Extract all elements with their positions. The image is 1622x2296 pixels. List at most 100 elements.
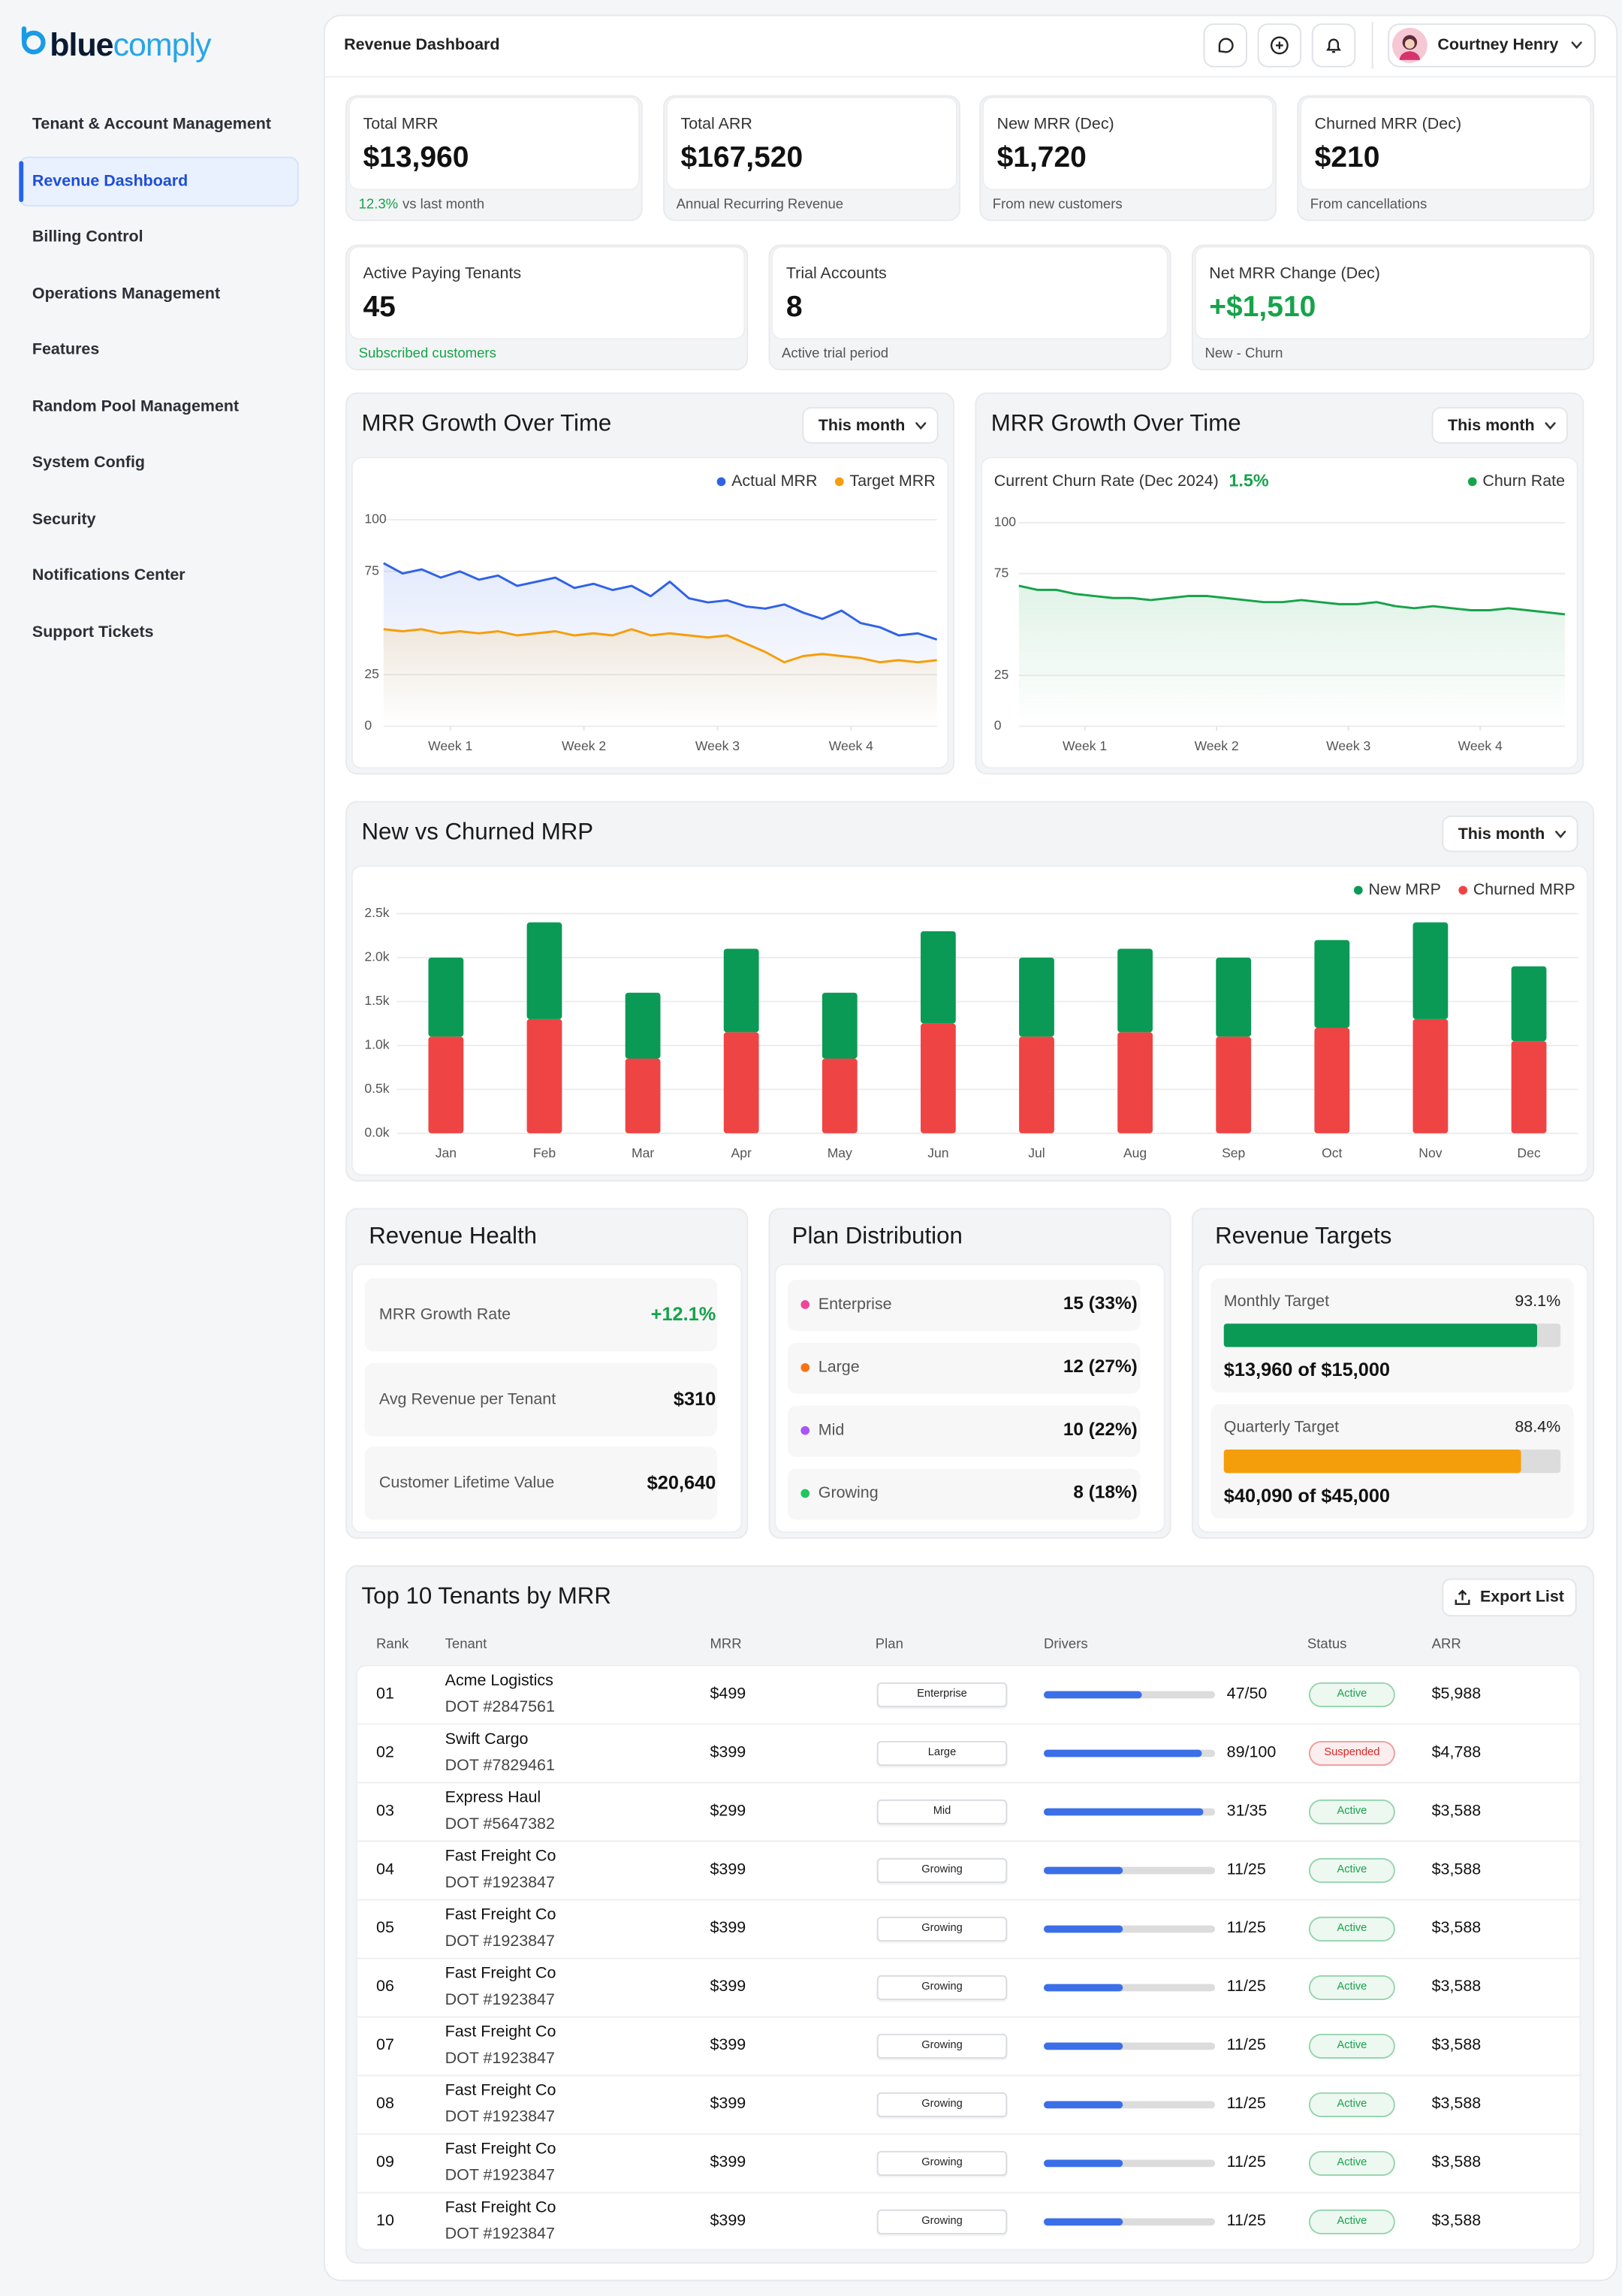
nav-item[interactable]: Random Pool Management xyxy=(32,397,240,415)
drivers-fill xyxy=(1043,1807,1204,1815)
bar-segment xyxy=(625,1058,661,1133)
chart-subtitle: Current Churn Rate (Dec 2024) xyxy=(994,472,1219,490)
avatar-face xyxy=(1404,39,1415,49)
nav-item[interactable]: Tenant & Account Management xyxy=(32,115,272,134)
target-percent: 88.4% xyxy=(1515,1418,1561,1437)
header-icon-button[interactable] xyxy=(1203,23,1247,68)
status-label: Active xyxy=(1337,1686,1367,1700)
plan-badge-label: Growing xyxy=(921,2038,963,2052)
bar-segment xyxy=(1019,1036,1054,1133)
y-tick-label: 0 xyxy=(364,718,372,733)
drivers-count: 31/35 xyxy=(1226,1802,1268,1821)
legend-dot xyxy=(716,477,726,487)
bar-segment xyxy=(1117,949,1153,1033)
filter-dropdown[interactable] xyxy=(1442,815,1578,852)
plan-badge xyxy=(876,1974,1008,2000)
x-tick-label: Aug xyxy=(1123,1145,1147,1160)
arr: $3,588 xyxy=(1431,2036,1482,2055)
bar-segment xyxy=(1019,957,1054,1037)
plan-badge xyxy=(876,2091,1008,2117)
arr: $3,588 xyxy=(1431,2153,1482,2172)
nav-item[interactable]: System Config xyxy=(32,454,146,472)
plan-badge xyxy=(876,1915,1008,1941)
drivers-fill xyxy=(1043,2041,1123,2050)
tenant-name: Fast Freight Co xyxy=(445,2141,556,2159)
tenant-name: Express Haul xyxy=(445,1789,541,1807)
plan-badge xyxy=(876,1798,1008,1824)
nav-item[interactable]: Operations Management xyxy=(32,285,221,303)
rank: 01 xyxy=(376,1685,394,1703)
y-tick-label: 75 xyxy=(994,565,1009,580)
drivers-count: 11/25 xyxy=(1226,2153,1266,2172)
chart-title: MRR Growth Over Time xyxy=(361,412,612,437)
arr: $3,588 xyxy=(1431,1919,1482,1938)
nav-item[interactable]: Security xyxy=(32,510,96,528)
tenant-name: Fast Freight Co xyxy=(445,1848,556,1866)
bar-segment xyxy=(1216,1036,1252,1133)
header-divider xyxy=(324,76,1617,78)
nav-item[interactable]: Features xyxy=(32,341,100,359)
nav-item[interactable]: Support Tickets xyxy=(32,623,154,641)
x-tick-label: May xyxy=(828,1145,852,1160)
arr: $3,588 xyxy=(1431,2212,1482,2230)
plan-value: 10 (22%) xyxy=(1063,1419,1138,1440)
plan-badge-label: Growing xyxy=(921,1979,963,1993)
metric-row xyxy=(364,1447,718,1520)
x-tick-label: Week 4 xyxy=(829,738,873,753)
bar-segment xyxy=(1511,966,1547,1042)
plan-dot xyxy=(800,1300,810,1309)
arr: $4,788 xyxy=(1431,1743,1482,1762)
rank: 06 xyxy=(376,1978,394,1996)
plan-badge-label: Growing xyxy=(921,2155,963,2168)
chevron xyxy=(915,422,927,430)
x-tick-label: Jul xyxy=(1028,1145,1045,1160)
progress-fill xyxy=(1223,1450,1522,1474)
filter-dropdown[interactable] xyxy=(1431,406,1568,444)
table-title: Top 10 Tenants by MRR xyxy=(361,1584,611,1610)
kpi-note: From cancellations xyxy=(1310,198,1427,213)
plan-row xyxy=(787,1341,1141,1393)
metric-label: MRR Growth Rate xyxy=(378,1305,511,1324)
drivers-fill xyxy=(1043,2217,1123,2225)
column-header: Status xyxy=(1307,1637,1347,1653)
kpi-value: +$1,510 xyxy=(1209,291,1316,324)
nav-item[interactable]: Revenue Dashboard xyxy=(32,171,188,190)
plan-badge xyxy=(876,2032,1008,2059)
rank: 05 xyxy=(376,1919,394,1938)
series-line xyxy=(383,562,938,641)
kpi-inner xyxy=(1301,98,1590,189)
chevron xyxy=(1571,41,1582,50)
plan-dot xyxy=(800,1362,810,1372)
drivers-count: 11/25 xyxy=(1226,1978,1266,1996)
x-tick-label: Week 3 xyxy=(1326,738,1370,753)
y-tick-label: 100 xyxy=(364,511,387,526)
kpi-inner xyxy=(1195,247,1590,339)
chevron xyxy=(1555,831,1566,839)
bar-segment xyxy=(1314,1027,1350,1133)
series-line xyxy=(1018,584,1566,616)
chevron-icon xyxy=(1571,41,1582,50)
progress-fill xyxy=(1223,1323,1538,1347)
x-tick-label: Week 4 xyxy=(1458,738,1503,753)
plan-dot xyxy=(800,1426,810,1435)
header-icon-button[interactable] xyxy=(1311,23,1356,68)
mrr: $399 xyxy=(710,2036,746,2055)
logo-stem xyxy=(21,26,27,43)
drivers-track xyxy=(1043,1924,1216,1932)
status-label: Active xyxy=(1337,1862,1367,1876)
export-button[interactable] xyxy=(1442,1578,1577,1617)
x-tick-label: Mar xyxy=(632,1145,654,1160)
filter-dropdown[interactable] xyxy=(802,406,939,444)
legend-dot xyxy=(834,477,844,487)
status-badge xyxy=(1308,1915,1395,1941)
kpi-value: $1,720 xyxy=(996,142,1087,174)
nav-item[interactable]: Notifications Center xyxy=(32,566,185,584)
rank: 08 xyxy=(376,2095,394,2113)
kpi-value: 45 xyxy=(363,291,396,324)
drivers-track xyxy=(1043,2100,1216,2108)
x-tick-label: Sep xyxy=(1222,1145,1245,1160)
plan-dot xyxy=(800,1489,810,1498)
nav-item[interactable]: Billing Control xyxy=(32,228,143,246)
drivers-track xyxy=(1043,2217,1216,2225)
kpi-note-text: From new customers xyxy=(992,196,1123,213)
